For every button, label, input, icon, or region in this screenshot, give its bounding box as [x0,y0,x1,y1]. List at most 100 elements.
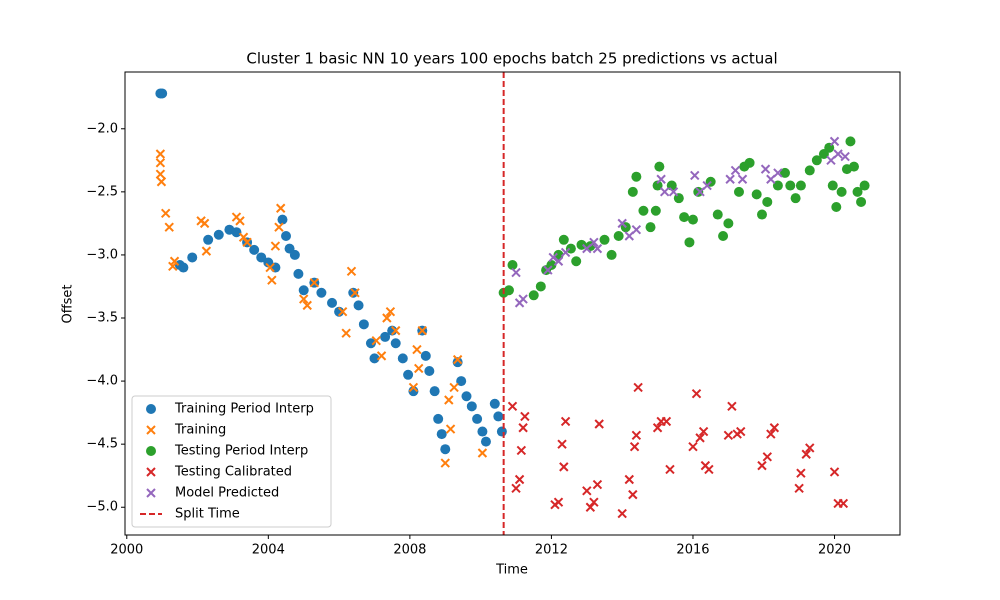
point [503,285,514,296]
point [440,444,451,455]
point [403,369,414,380]
point [624,474,634,485]
point [691,388,702,399]
point [733,186,744,197]
point [452,357,463,368]
point [511,267,521,278]
point [178,262,189,273]
point [520,411,530,422]
point [592,243,603,254]
legend-label: Model Predicted [175,486,279,501]
point [833,149,843,159]
point [594,419,604,429]
x-tick-label: 2004 [252,543,285,558]
point [599,234,610,245]
point [546,260,557,271]
point [274,222,284,232]
legend-swatch [146,488,156,498]
point [668,187,679,197]
point [859,180,870,191]
point [231,227,242,238]
point [270,262,281,273]
x-tick-label: 2000 [110,543,143,558]
point [543,265,553,275]
point [420,350,431,361]
point [346,266,357,277]
point [762,452,773,462]
point [477,448,488,458]
point [187,252,198,263]
point [617,218,627,229]
point [836,186,847,197]
point [337,306,348,317]
y-tick-label: −5.0 [86,500,118,515]
point [652,423,663,433]
legend-swatch [146,446,156,456]
point [309,277,320,288]
point [408,382,419,393]
point [838,498,849,509]
point [827,180,838,191]
y-tick-label: −4.5 [86,437,118,452]
point [276,203,286,213]
point [856,196,867,207]
point [493,411,504,422]
x-axis-label: Time [495,563,528,578]
point [155,169,166,179]
point [684,237,695,248]
point [790,193,801,204]
point [316,287,327,298]
point [156,177,167,187]
point [480,436,491,447]
point [744,157,755,168]
point [365,338,376,349]
point [811,155,822,166]
chart-title: Cluster 1 basic NN 10 years 100 epochs b… [246,50,777,68]
legend-label: Testing Calibrated [174,465,292,480]
point [565,243,576,254]
point [327,297,338,308]
point [164,222,174,232]
x-tick-label: 2012 [535,543,568,558]
point [852,186,863,197]
point [666,180,677,191]
point [582,486,592,496]
legend-swatch [146,425,156,435]
point [199,218,210,229]
point [848,161,859,172]
point [518,423,528,433]
point [433,413,444,424]
point [302,300,312,311]
point [242,237,252,248]
legend-swatch [146,404,156,414]
point [704,464,714,475]
point [840,151,850,162]
point [766,429,776,439]
point [688,441,698,452]
point [461,391,472,402]
point [558,234,569,245]
point [436,429,447,440]
point [804,165,815,176]
point [617,508,627,519]
point [723,218,734,229]
point [267,275,277,285]
point [654,161,665,172]
point [757,460,767,471]
point [277,214,288,225]
point [627,186,638,197]
point [690,170,700,181]
point [452,354,463,365]
point [723,430,734,441]
point [169,256,180,266]
point [571,256,582,267]
point [298,285,309,296]
point [213,229,224,240]
point [380,331,391,342]
point [449,382,459,393]
point [687,214,698,225]
point [155,158,166,168]
point [762,196,773,207]
y-tick-label: −4.0 [86,374,118,389]
point [168,261,178,271]
